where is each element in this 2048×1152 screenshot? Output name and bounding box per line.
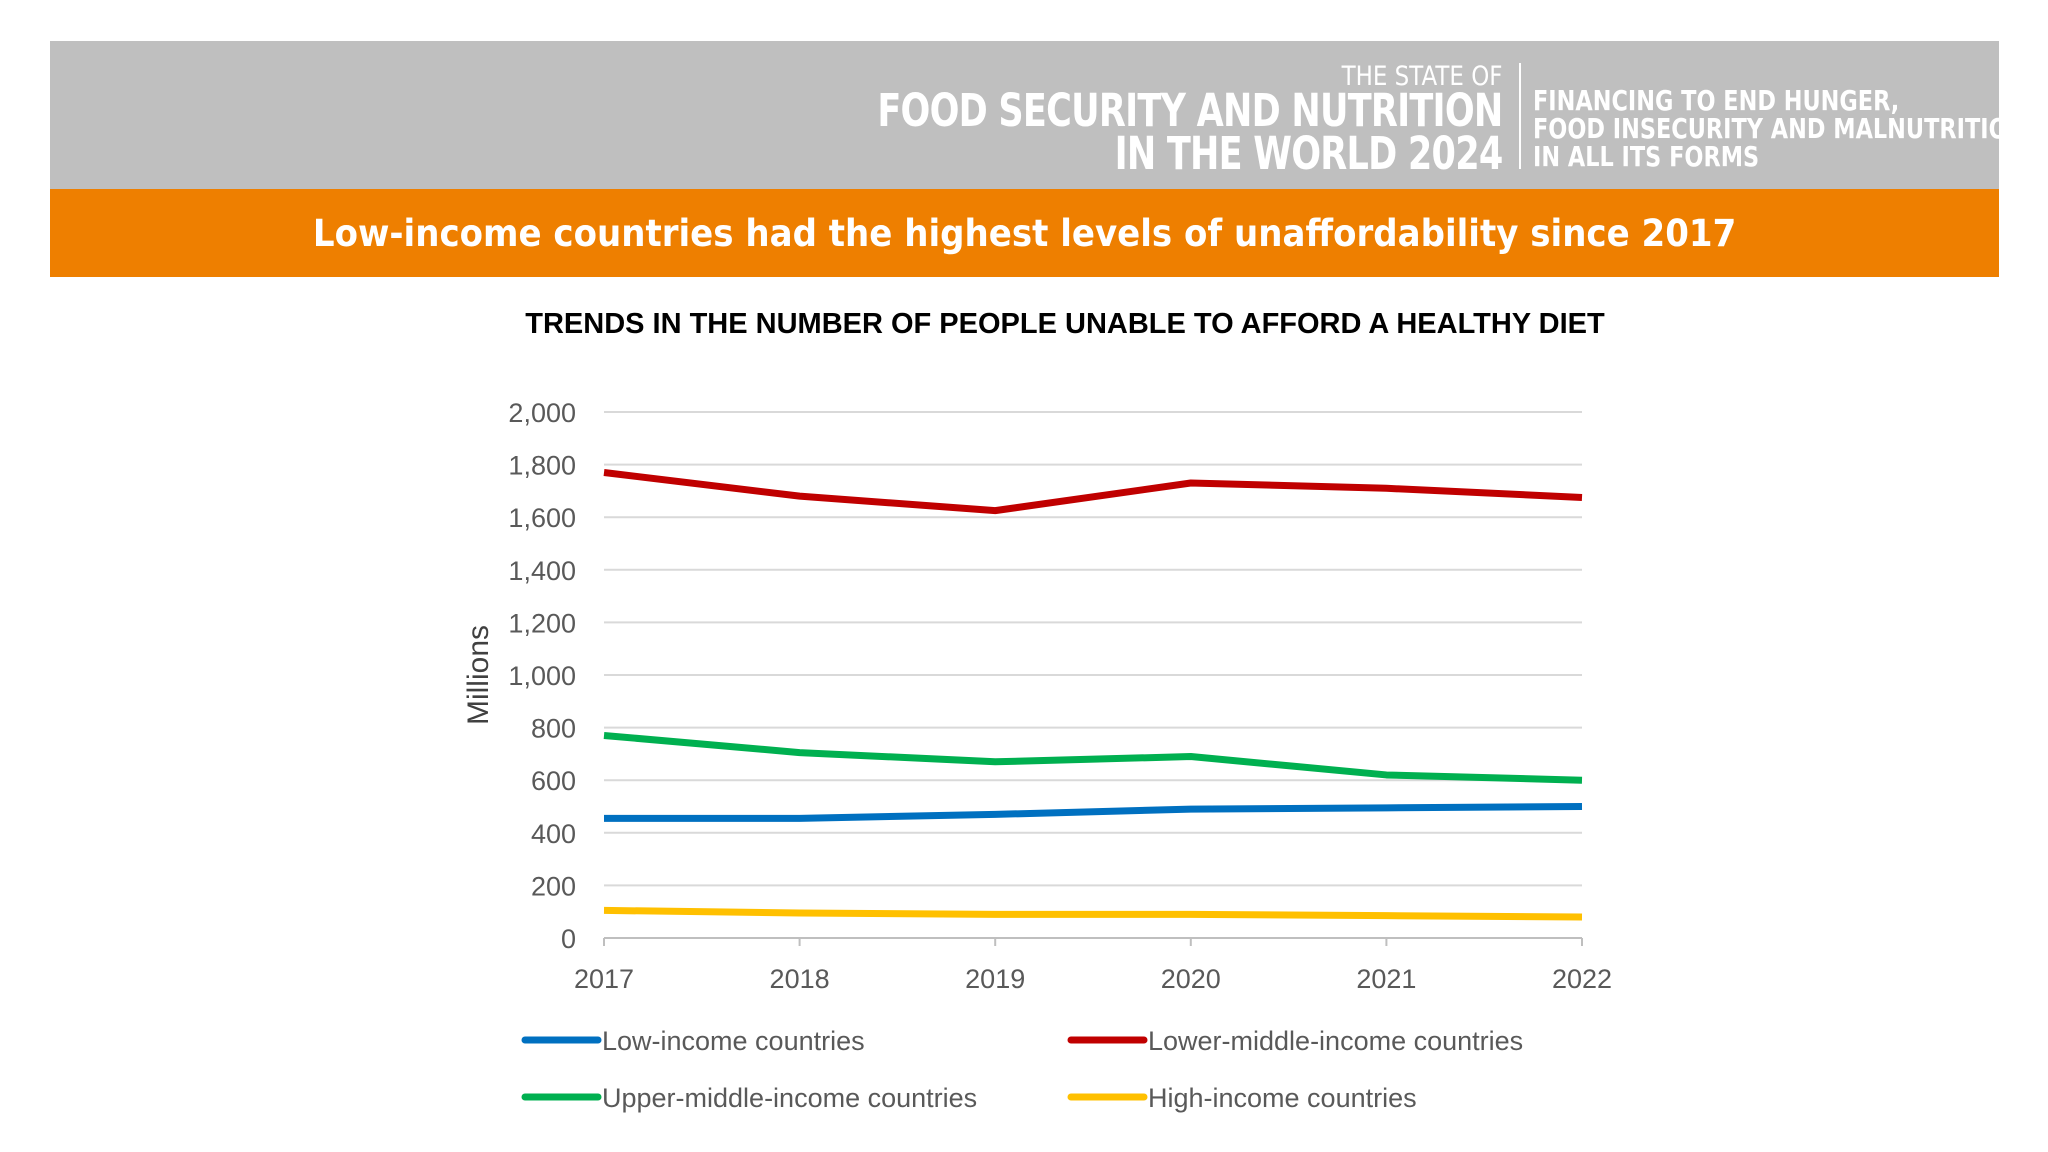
report-divider [1519, 63, 1521, 169]
report-title: THE STATE OF FOOD SECURITY AND NUTRITION… [701, 61, 1503, 180]
report-subtitle: FINANCING TO END HUNGER, FOOD INSECURITY… [1533, 87, 2026, 171]
y-tick-label: 200 [531, 871, 576, 901]
x-tick-label: 2021 [1356, 964, 1416, 994]
y-tick-label: 1,800 [508, 451, 576, 481]
x-axis: 2017 2018 2019 2020 2021 2022 [574, 937, 1612, 994]
x-tick-label: 2018 [770, 964, 830, 994]
report-subtitle-line1: FINANCING TO END HUNGER, [1533, 84, 1900, 117]
y-tick-label: 0 [561, 924, 576, 954]
report-title-line1: THE STATE OF [1341, 61, 1502, 92]
y-tick-label: 600 [531, 766, 576, 796]
series-lines [603, 469, 1583, 921]
headline-bar: Low-income countries had the highest lev… [50, 189, 1999, 277]
y-tick-label: 2,000 [508, 398, 576, 428]
x-tick-label: 2020 [1161, 964, 1221, 994]
x-tick-label: 2017 [574, 964, 634, 994]
y-tick-label: 1,000 [508, 661, 576, 691]
legend-label: Upper-middle-income countries [602, 1083, 977, 1113]
y-tick-label: 1,600 [508, 503, 576, 533]
y-tick-label: 1,200 [508, 608, 576, 638]
series-line [603, 906, 1583, 921]
series-line [604, 803, 1583, 822]
gridlines [604, 411, 1582, 887]
series-line [603, 469, 1583, 515]
y-tick-label: 800 [531, 714, 576, 744]
series-line [603, 732, 1583, 784]
headline: Low-income countries had the highest lev… [312, 211, 1737, 255]
y-axis-ticks: 0 200 400 600 800 1,000 1,200 1,400 1,600 1,800 2,… [508, 398, 576, 954]
y-tick-label: 1,400 [508, 556, 576, 586]
legend-label: Lower-middle-income countries [1148, 1026, 1523, 1056]
report-subtitle-line2: FOOD INSECURITY AND MALNUTRITION [1533, 112, 2027, 145]
chart-title: TRENDS IN THE NUMBER OF PEOPLE UNABLE TO… [525, 308, 1605, 340]
x-tick-label: 2019 [965, 964, 1025, 994]
y-axis-title: Millions [462, 625, 495, 725]
legend-label: Low-income countries [602, 1026, 865, 1056]
report-banner: THE STATE OF FOOD SECURITY AND NUTRITION… [50, 41, 2026, 189]
report-subtitle-line3: IN ALL ITS FORMS [1533, 140, 1760, 173]
report-title-line2: FOOD SECURITY AND NUTRITION [876, 84, 1503, 137]
y-tick-label: 400 [531, 819, 576, 849]
x-tick-label: 2022 [1552, 964, 1612, 994]
legend-label: High-income countries [1148, 1083, 1417, 1113]
report-title-line3: IN THE WORLD 2024 [1114, 127, 1503, 180]
legend: Low-income countries Lower-middle-income … [521, 1026, 1523, 1113]
